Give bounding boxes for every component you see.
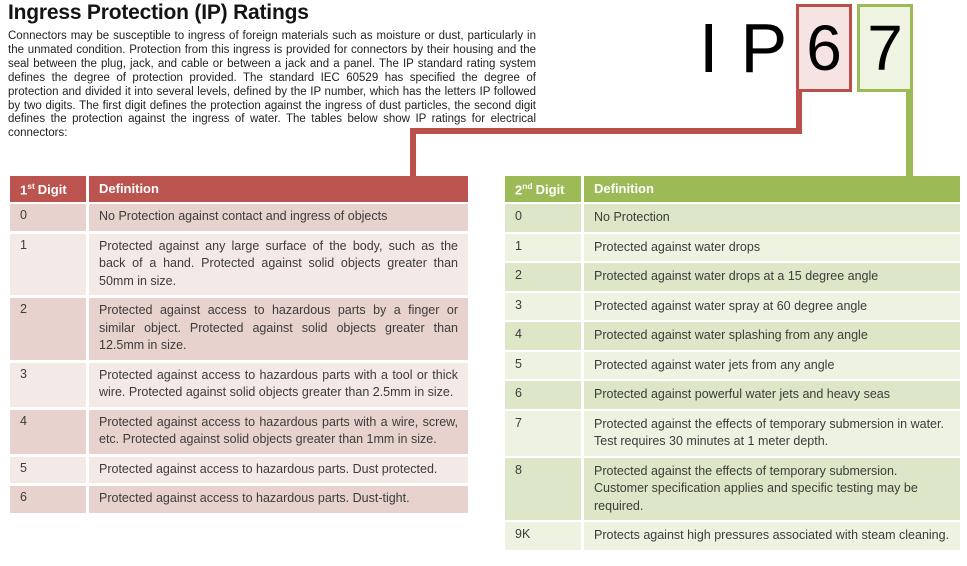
digit-cell: 9K [505,522,581,550]
definition-cell: Protected against the effects of tempora… [584,457,960,521]
definition-cell: Protected against access to hazardous pa… [89,362,468,407]
intro-paragraph: Connectors may be susceptible to ingress… [8,30,536,140]
table-row: 4 Protected against water splashing from… [505,322,960,350]
definition-cell: No Protection [584,204,960,232]
digit-cell: 1 [10,233,86,296]
table-row: 4 Protected against access to hazardous … [10,409,468,454]
definition-cell: Protected against access to hazardous pa… [89,409,468,454]
digit-cell: 0 [505,204,581,232]
table-row: 2 Protected against access to hazardous … [10,298,468,360]
definition-cell: Protected against water spray at 60 degr… [584,292,960,321]
table-row: 6 Protected against access to hazardous … [10,486,468,513]
table-row: 5 Protected against water jets from any … [505,351,960,380]
table-row: 0 No Protection [505,204,960,232]
digit-cell: 5 [10,456,86,484]
digit-cell: 1 [505,233,581,262]
digit-cell: 4 [505,322,581,350]
definition-cell: Protected against water drops [584,233,960,262]
table-row: 0 No Protection against contact and ingr… [10,204,468,231]
first-digit-connector-drop [410,132,416,177]
table-row: 3 Protected against water spray at 60 de… [505,292,960,321]
second-digit-table: 2nd Digit Definition 0 No Protection 1 Pr… [505,176,960,552]
second-digit-box: 7 [857,4,913,92]
definition-cell: Protected against access to hazardous pa… [89,486,468,513]
digit-cell: 0 [10,204,86,231]
first-digit-table-header: 1st Digit Definition [10,176,468,203]
digit-cell: 2 [10,298,86,360]
first-digit-connector-horizontal [410,128,802,134]
digit-cell: 5 [505,351,581,380]
digit-cell: 7 [505,410,581,456]
definition-cell: Protected against the effects of tempora… [584,410,960,456]
first-digit-table: 1st Digit Definition 0 No Protection agai… [10,176,468,516]
table-row: 9K Protects against high pressures assoc… [505,522,960,550]
table-row: 1 Protected against any large surface of… [10,233,468,296]
digit-cell: 3 [505,292,581,321]
definition-cell: Protected against water drops at a 15 de… [584,263,960,291]
definition-cell: Protected against access to hazardous pa… [89,298,468,360]
second-digit-connector-vertical [906,92,913,177]
second-digit-table-header: 2nd Digit Definition [505,176,960,203]
definition-cell: No Protection against contact and ingres… [89,204,468,231]
definition-cell: Protects against high pressures associat… [584,522,960,550]
table-row: 2 Protected against water drops at a 15 … [505,263,960,291]
page-title: Ingress Protection (IP) Ratings [8,1,309,24]
digit-cell: 3 [10,362,86,407]
definition-cell: Protected against access to hazardous pa… [89,456,468,484]
table-row: 8 Protected against the effects of tempo… [505,457,960,521]
digit-cell: 2 [505,263,581,291]
definition-cell: Protected against water splashing from a… [584,322,960,350]
definition-cell: Protected against powerful water jets an… [584,381,960,409]
definition-header-cell: Definition [584,176,960,203]
digit-cell: 8 [505,457,581,521]
digit-header-cell: 1st Digit [10,176,86,203]
second-digit-value: 7 [867,12,903,84]
first-digit-box: 6 [796,4,852,92]
ip-code-letters: IP [699,8,810,87]
table-row: 1 Protected against water drops [505,233,960,262]
first-digit-connector-vertical [796,92,802,130]
first-digit-value: 6 [806,12,842,84]
definition-cell: Protected against water jets from any an… [584,351,960,380]
digit-cell: 6 [505,381,581,409]
definition-header-cell: Definition [89,176,468,203]
table-row: 3 Protected against access to hazardous … [10,362,468,407]
digit-header-cell: 2nd Digit [505,176,581,203]
table-row: 5 Protected against access to hazardous … [10,456,468,484]
table-row: 7 Protected against the effects of tempo… [505,410,960,456]
table-row: 6 Protected against powerful water jets … [505,381,960,409]
digit-cell: 4 [10,409,86,454]
digit-cell: 6 [10,486,86,513]
definition-cell: Protected against any large surface of t… [89,233,468,296]
